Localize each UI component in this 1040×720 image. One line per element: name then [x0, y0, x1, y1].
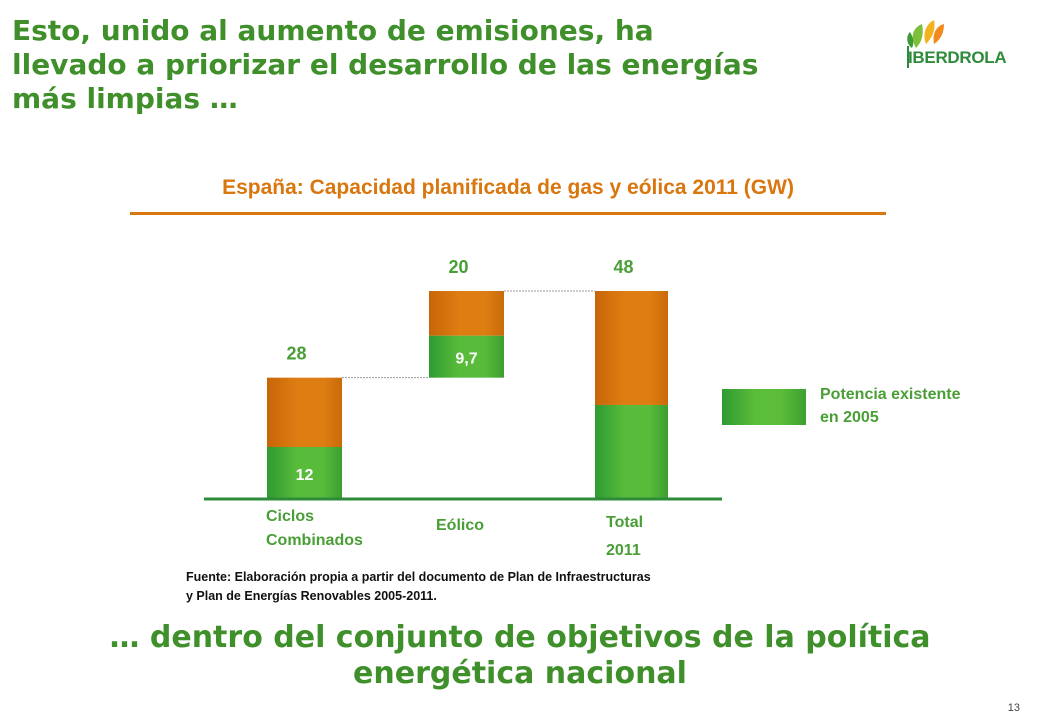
bar-planned-total	[595, 291, 668, 405]
legend-label-existing: Potencia existente en 2005	[820, 386, 961, 426]
logo-text: IBERDROLA	[908, 48, 1007, 67]
bars-group	[267, 291, 668, 499]
bar-total-label-total: 48	[613, 257, 633, 277]
bar-inner-label-ciclos: 12	[296, 467, 314, 484]
source-note: Fuente: Elaboración propia a partir del …	[186, 570, 651, 603]
bar-existing-ciclos	[267, 447, 342, 499]
bar-existing-eolico	[429, 335, 504, 378]
category-label-eolico: Eólico	[436, 517, 485, 534]
slide-subtitle: … dentro del conjunto de objetivos de la…	[109, 620, 931, 691]
value-labels: 12 28 9,7 20 48	[286, 257, 633, 484]
bar-existing-total	[595, 404, 668, 499]
page-number: 13	[1007, 702, 1020, 714]
chart-title-underline	[130, 212, 886, 215]
legend-swatch-existing	[722, 389, 806, 425]
connector-lines	[342, 290, 595, 379]
bar-planned-eolico	[429, 291, 504, 336]
bar-total-label-eolico: 20	[448, 257, 468, 277]
slide-title: Esto, unido al aumento de emisiones, ha …	[12, 14, 759, 115]
bar-total-label-ciclos: 28	[286, 344, 306, 364]
bar-inner-label-eolico: 9,7	[455, 351, 477, 368]
chart-title: España: Capacidad planificada de gas y e…	[222, 176, 794, 199]
bar-planned-ciclos	[267, 377, 342, 447]
category-label-total: Total 2011	[606, 514, 644, 559]
iberdrola-logo-icon	[907, 20, 944, 68]
category-label-ciclos: Ciclos Combinados	[266, 508, 363, 549]
